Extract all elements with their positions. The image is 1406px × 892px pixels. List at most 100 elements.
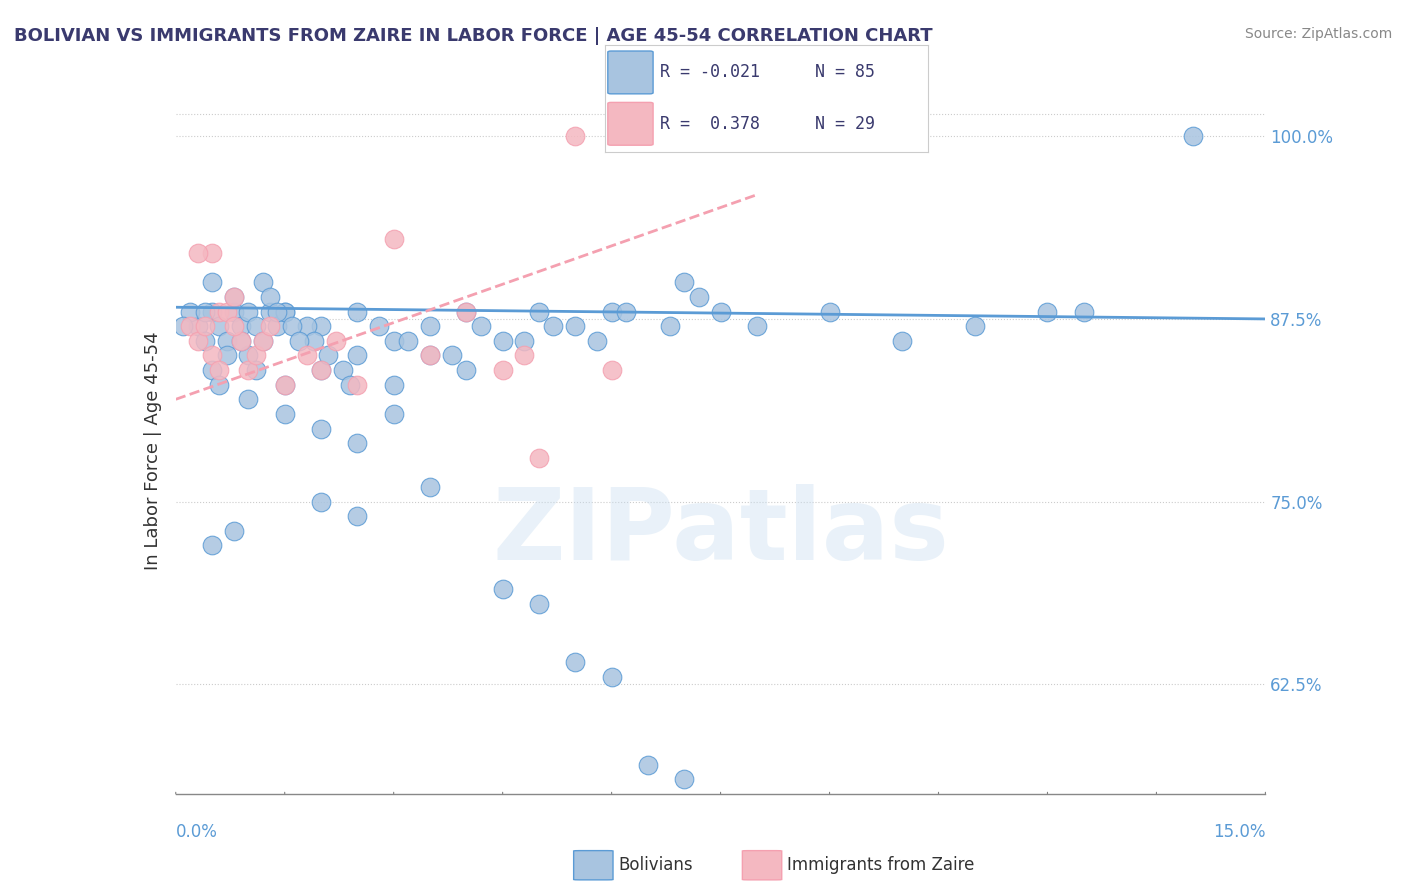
Point (208, 319, 231, 334)
Point (419, 349, 441, 363)
Point (346, 304, 368, 318)
Point (238, 304, 260, 318)
Point (332, 363, 354, 377)
Point (179, 304, 201, 318)
FancyBboxPatch shape (607, 103, 652, 145)
Point (710, 304, 733, 318)
Point (396, 334, 419, 348)
Point (295, 349, 318, 363)
Point (1073, 304, 1095, 318)
Point (382, 377, 405, 392)
Point (194, 304, 217, 318)
Point (186, 334, 209, 348)
Point (564, 319, 586, 334)
Point (325, 334, 347, 348)
Point (215, 334, 238, 348)
Point (600, 363, 623, 377)
Point (818, 304, 841, 318)
Point (266, 304, 288, 318)
FancyBboxPatch shape (607, 51, 652, 94)
Point (368, 319, 391, 334)
Point (346, 349, 368, 363)
Point (527, 450, 550, 465)
Point (231, 334, 253, 348)
Text: BOLIVIAN VS IMMIGRANTS FROM ZAIRE IN LABOR FORCE | AGE 45-54 CORRELATION CHART: BOLIVIAN VS IMMIGRANTS FROM ZAIRE IN LAB… (14, 27, 932, 45)
Point (346, 436, 368, 450)
Point (274, 304, 297, 318)
Point (274, 377, 297, 392)
Text: Immigrants from Zaire: Immigrants from Zaire (787, 856, 974, 874)
Point (492, 582, 515, 597)
Point (419, 480, 441, 494)
Point (238, 349, 260, 363)
Text: 0.0%: 0.0% (176, 823, 218, 841)
Point (245, 363, 267, 377)
Point (339, 377, 361, 392)
Text: 15.0%: 15.0% (1213, 823, 1265, 841)
FancyBboxPatch shape (742, 851, 782, 880)
Point (245, 349, 267, 363)
Point (266, 319, 288, 334)
Point (527, 304, 550, 318)
Point (1181, 129, 1204, 144)
Point (346, 509, 368, 524)
Point (309, 363, 332, 377)
Text: ZIPatlas: ZIPatlas (492, 484, 949, 582)
Text: N = 85: N = 85 (815, 63, 875, 81)
Point (637, 757, 659, 772)
Point (208, 377, 231, 392)
Point (252, 334, 274, 348)
Point (259, 304, 281, 318)
Point (201, 349, 224, 363)
Point (302, 334, 325, 348)
Point (891, 334, 914, 348)
Text: N = 29: N = 29 (815, 115, 875, 133)
Point (564, 656, 586, 670)
Point (186, 319, 209, 334)
Point (215, 304, 238, 318)
Point (456, 363, 478, 377)
Point (673, 772, 696, 787)
Point (658, 319, 681, 334)
Point (492, 363, 515, 377)
Point (346, 377, 368, 392)
Point (215, 349, 238, 363)
Point (614, 304, 637, 318)
Point (309, 319, 332, 334)
Point (179, 319, 201, 334)
Point (309, 363, 332, 377)
Point (456, 304, 478, 318)
Point (222, 304, 245, 318)
Point (673, 276, 696, 290)
Point (318, 349, 340, 363)
Point (564, 129, 586, 144)
Point (201, 276, 224, 290)
Point (186, 246, 209, 260)
Point (274, 407, 297, 421)
Point (172, 319, 194, 334)
Point (586, 334, 609, 348)
Point (194, 334, 217, 348)
Point (281, 319, 304, 334)
Point (513, 349, 536, 363)
Point (963, 319, 986, 334)
Point (252, 334, 274, 348)
Point (745, 319, 768, 334)
Text: R = -0.021: R = -0.021 (659, 63, 759, 81)
Point (201, 304, 224, 318)
Point (201, 363, 224, 377)
Point (688, 290, 710, 304)
Point (222, 290, 245, 304)
Point (231, 319, 253, 334)
Point (456, 304, 478, 318)
Point (1036, 304, 1059, 318)
Point (419, 319, 441, 334)
Point (543, 319, 565, 334)
Point (222, 524, 245, 538)
Point (309, 421, 332, 435)
Point (295, 319, 318, 334)
Point (492, 334, 515, 348)
Point (222, 290, 245, 304)
Point (470, 319, 492, 334)
Point (600, 670, 623, 684)
